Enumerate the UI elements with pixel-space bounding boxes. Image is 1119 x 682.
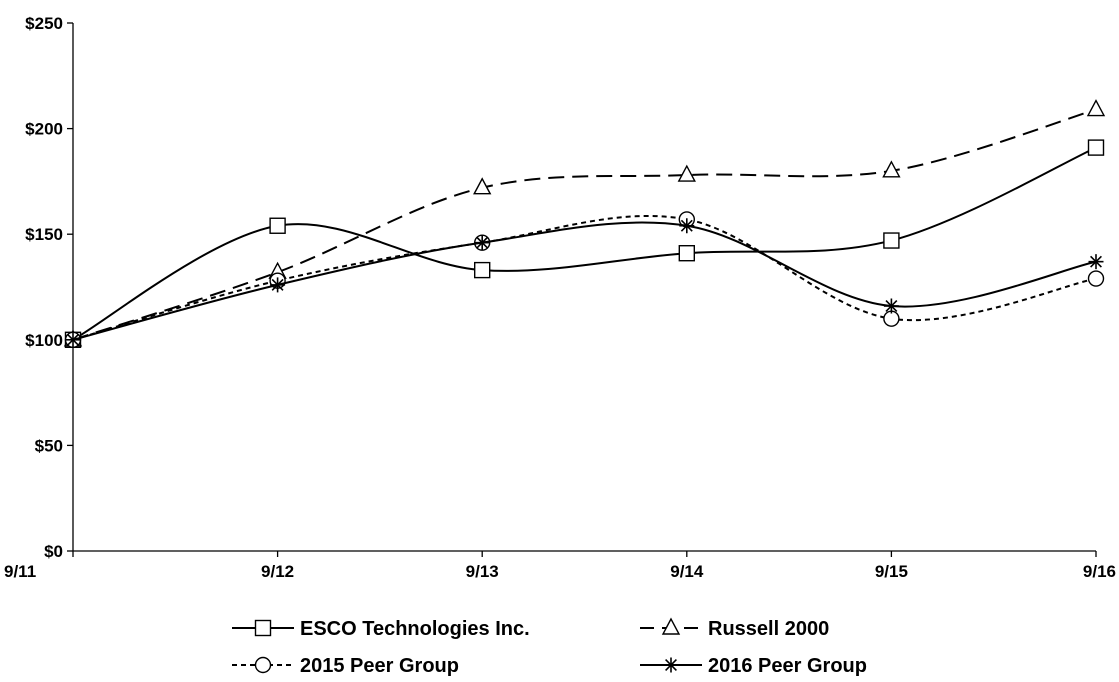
asterisk-stroke xyxy=(680,219,693,232)
x-tick-label: 9/15 xyxy=(875,562,908,581)
x-tick-label: 9/14 xyxy=(670,562,704,581)
data-point-triangle xyxy=(473,177,492,195)
legend-marker-square xyxy=(254,619,272,637)
legend-label: ESCO Technologies Inc. xyxy=(300,618,530,640)
y-tick-label: $200 xyxy=(25,120,63,139)
data-point-triangle xyxy=(677,164,696,182)
legend-item: Russell 2000 xyxy=(640,617,829,640)
legend-label: Russell 2000 xyxy=(708,618,829,640)
asterisk-stroke xyxy=(476,236,489,249)
data-point-asterisk xyxy=(1088,254,1104,270)
y-tick-label: $0 xyxy=(44,542,63,561)
legend-label: 2015 Peer Group xyxy=(300,655,459,677)
data-point-asterisk xyxy=(883,298,899,314)
data-point-asterisk xyxy=(270,277,286,293)
legend-item: ESCO Technologies Inc. xyxy=(232,618,530,640)
legend-marker-circle xyxy=(254,656,272,674)
legend-label: 2016 Peer Group xyxy=(708,655,867,677)
series-line xyxy=(72,108,1097,341)
x-tick-label: 9/16 xyxy=(1083,562,1116,581)
axes: $0 $50 $100 $150 $200 $250 9/11 9/12 9/13 9/14 9/1… xyxy=(4,14,1116,581)
series-line xyxy=(72,221,1097,341)
data-point-asterisk xyxy=(474,235,490,251)
series-group xyxy=(64,211,1105,348)
series-line xyxy=(72,214,1097,341)
series-group xyxy=(65,218,1104,348)
data-point-square xyxy=(1087,139,1105,156)
y-tick-label: $100 xyxy=(25,331,63,350)
y-tick-label: $250 xyxy=(25,14,63,33)
series-group xyxy=(64,139,1105,348)
asterisk-stroke xyxy=(665,659,677,671)
data-point-triangle xyxy=(882,160,901,178)
x-tick-label: 9/12 xyxy=(261,562,294,581)
legend-marker-asterisk xyxy=(663,657,679,673)
data-point-asterisk xyxy=(65,332,81,348)
legend: ESCO Technologies Inc. Russell 2000 2015 P… xyxy=(232,617,867,677)
asterisk-stroke xyxy=(271,278,284,291)
series-line xyxy=(72,146,1097,341)
data-point-square xyxy=(269,217,286,234)
x-tick-label: 9/13 xyxy=(466,562,499,581)
y-tick-label: $50 xyxy=(35,436,63,455)
asterisk-stroke xyxy=(1090,255,1102,268)
legend-marker-triangle xyxy=(661,617,681,635)
asterisk-stroke xyxy=(67,333,79,346)
x-tick-label: 9/11 xyxy=(4,562,36,581)
plot-area xyxy=(63,99,1106,348)
data-point-circle xyxy=(1087,270,1105,287)
legend-item: 2016 Peer Group xyxy=(640,655,867,677)
asterisk-stroke xyxy=(885,300,898,312)
y-tick-label: $150 xyxy=(25,225,63,244)
data-point-asterisk xyxy=(679,218,695,234)
data-point-square xyxy=(678,245,695,262)
legend-item: 2015 Peer Group xyxy=(232,655,459,677)
data-point-square xyxy=(474,261,491,279)
data-point-square xyxy=(883,232,900,249)
data-point-triangle xyxy=(1086,99,1106,117)
